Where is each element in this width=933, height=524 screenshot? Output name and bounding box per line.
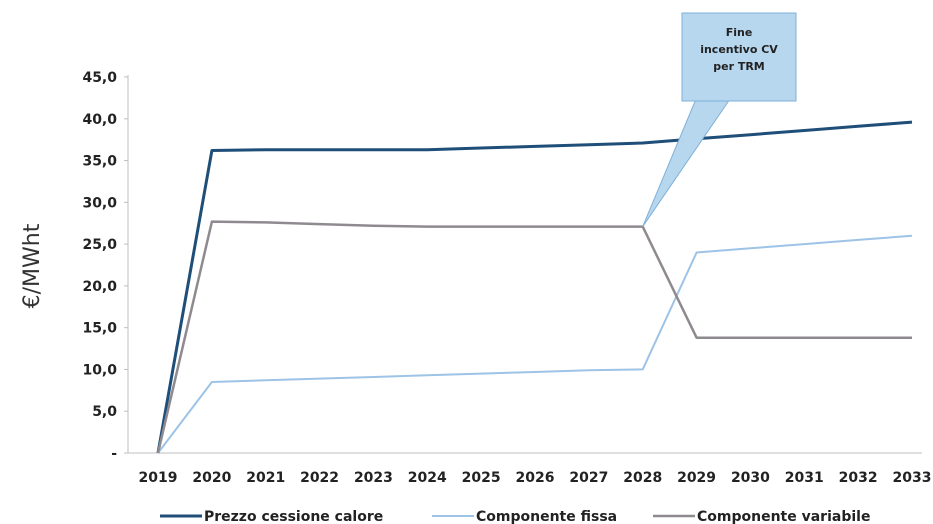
y-tick-label: 45,0	[82, 70, 117, 86]
callout-text-line: Fine	[726, 26, 753, 39]
callout-box	[681, 12, 797, 102]
x-tick-label: 2033	[893, 470, 932, 486]
y-axis-ticks: - 5,0 10,0 15,0 20,0 25,0 30,0 35,0 40,0 45,0	[82, 70, 128, 462]
x-tick-label: 2030	[731, 470, 770, 486]
x-tick-label: 2027	[569, 470, 608, 486]
x-tick-label: 2022	[300, 470, 339, 486]
x-tick-label: 2024	[408, 470, 447, 486]
axes	[127, 75, 922, 454]
y-tick-label: 35,0	[82, 154, 117, 170]
series-line-componente-variabile	[156, 220, 912, 454]
callout-pointer	[642, 98, 731, 227]
y-tick-label: 15,0	[82, 321, 117, 337]
legend-label: Componente fissa	[476, 509, 617, 524]
x-tick-label: 2021	[246, 470, 285, 486]
x-tick-label: 2020	[192, 470, 231, 486]
y-tick-label: 30,0	[82, 195, 117, 211]
x-tick-label: 2032	[839, 470, 878, 486]
x-tick-label: 2029	[677, 470, 716, 486]
y-axis-label-group: €/MWht	[20, 223, 45, 308]
x-tick-label: 2028	[623, 470, 662, 486]
y-tick-label: 10,0	[82, 362, 117, 378]
y-tick-label: 20,0	[82, 279, 117, 295]
x-tick-label: 2026	[516, 470, 555, 486]
y-tick-label: 40,0	[82, 112, 117, 128]
x-tick-label: 2019	[139, 470, 178, 486]
series-lines	[156, 120, 913, 454]
annotation-callout: Fine incentivo CV per TRM	[642, 12, 797, 227]
x-axis-ticks: 2019 2020 2021 2022 2023 2024 2025 2026 2027 2028…	[139, 470, 932, 486]
y-axis-label: €/MWht	[20, 223, 45, 308]
x-tick-label: 2025	[462, 470, 501, 486]
y-tick-label: 5,0	[92, 404, 117, 420]
y-tick-label: 25,0	[82, 237, 117, 253]
y-tick-label: -	[111, 446, 117, 462]
callout-text-line: per TRM	[713, 60, 765, 73]
legend-label: Prezzo cessione calore	[204, 509, 383, 524]
legend: Prezzo cessione calore Componente fissa Co…	[160, 509, 870, 524]
callout-text-line: incentivo CV	[700, 43, 778, 56]
x-tick-label: 2031	[785, 470, 824, 486]
legend-label: Componente variabile	[697, 509, 870, 524]
series-line-prezzo-cessione-calore	[156, 120, 913, 454]
series-line-componente-fissa	[157, 234, 913, 454]
x-tick-label: 2023	[354, 470, 393, 486]
